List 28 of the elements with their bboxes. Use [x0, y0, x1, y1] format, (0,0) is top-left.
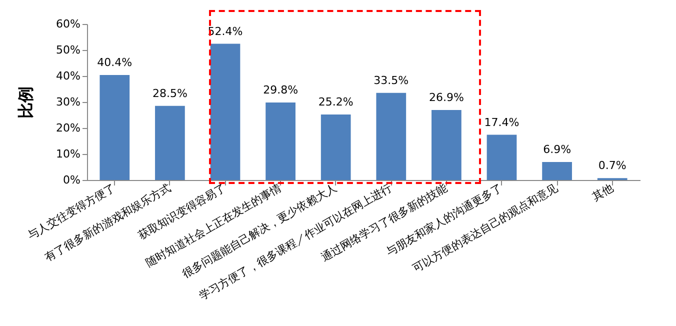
bar [100, 74, 130, 180]
bar [210, 44, 240, 180]
y-tick-label: 30% [56, 96, 80, 108]
data-label: 33.5% [374, 74, 409, 87]
data-label: 0.7% [598, 159, 626, 172]
y-tick-label: 10% [56, 148, 80, 160]
bar [486, 134, 517, 180]
data-label: 25.2% [318, 95, 354, 108]
bar [266, 102, 296, 180]
bar [432, 110, 462, 180]
data-label: 28.5% [152, 86, 188, 100]
bar [320, 114, 351, 180]
bar [155, 106, 185, 180]
y-tick-label: 0% [63, 174, 80, 186]
y-tick-label: 20% [56, 122, 80, 134]
y-axis-title: 比例 [16, 86, 36, 118]
data-label: 29.8% [263, 84, 298, 97]
data-label: 17.4% [484, 116, 520, 129]
bar [376, 92, 406, 180]
y-tick-label: 60% [56, 18, 80, 30]
y-tick-label: 50% [56, 44, 80, 56]
bar [542, 162, 572, 180]
y-tick-label: 40% [56, 70, 80, 82]
data-label: 52.4% [208, 24, 243, 38]
data-label: 40.4% [97, 56, 132, 69]
x-tick-label: 其他 [590, 181, 616, 204]
data-label: 26.9% [428, 91, 464, 104]
data-label: 6.9% [543, 143, 572, 156]
